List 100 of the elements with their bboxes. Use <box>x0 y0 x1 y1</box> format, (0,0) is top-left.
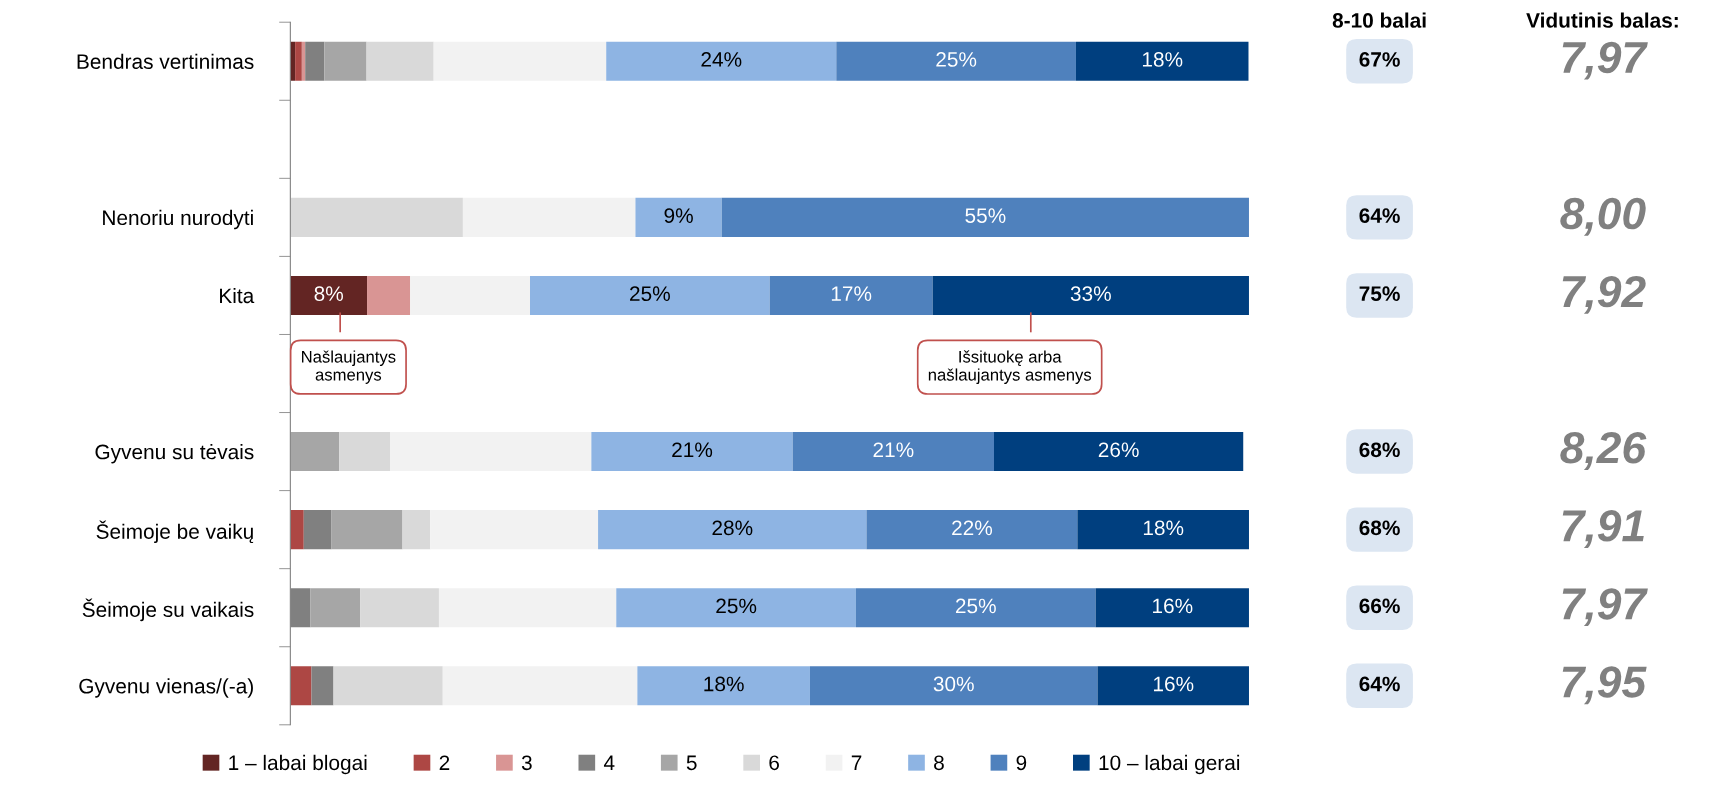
y-tick-label: Gyvenu vienas/(-a) <box>79 678 253 698</box>
bar <box>305 41 325 81</box>
bar <box>932 275 1249 315</box>
bar <box>438 588 617 628</box>
bar <box>442 666 638 706</box>
bar <box>809 666 1098 706</box>
text: 7,97 <box>1562 588 1648 627</box>
data-label: 24% <box>701 52 742 67</box>
bar <box>360 588 439 628</box>
legend-label: 5 <box>686 755 697 771</box>
bar <box>637 666 810 706</box>
data-label: 21% <box>873 442 914 458</box>
legend-label: 3 <box>521 755 532 771</box>
data-label: 21% <box>672 442 713 458</box>
bar <box>390 432 592 472</box>
bar <box>606 41 837 81</box>
text: 7,92 <box>1562 275 1646 314</box>
bar <box>591 432 793 472</box>
legend-label: 8 <box>934 755 944 771</box>
bar <box>402 510 431 550</box>
bar <box>331 510 403 550</box>
legend-label: 6 <box>769 755 779 771</box>
data-label: 26% <box>1098 442 1139 458</box>
text: 75% <box>1359 286 1400 302</box>
bar <box>433 41 607 81</box>
y-tick-label: Bendras vertinimas <box>77 53 254 69</box>
bar <box>769 275 933 315</box>
bar <box>290 510 304 550</box>
bar <box>792 432 994 472</box>
data-label: 33% <box>1070 286 1111 302</box>
data-label: 17% <box>831 286 872 301</box>
data-label: 9% <box>664 208 693 223</box>
data-label: 16% <box>1153 598 1193 614</box>
bar <box>430 510 599 550</box>
y-tick-label: Gyvenu su tėvais <box>95 444 254 464</box>
text: 68% <box>1359 442 1400 458</box>
bar <box>290 197 463 237</box>
bar <box>721 197 1249 237</box>
text: 68% <box>1359 520 1400 536</box>
text: 64% <box>1359 676 1400 692</box>
bar <box>310 588 361 628</box>
bar <box>598 510 867 550</box>
y-tick-label: Šeimoje be vaikų <box>96 520 254 544</box>
text: 67% <box>1359 52 1400 67</box>
bar <box>410 275 530 315</box>
data-label: 25% <box>716 598 757 614</box>
bar <box>530 275 770 315</box>
bar <box>339 432 391 472</box>
legend-label: 10 – labai gerai <box>1099 754 1240 775</box>
y-tick-label: Nenoriu nurodyti <box>103 209 253 230</box>
data-label: 55% <box>965 208 1006 223</box>
data-label: 30% <box>933 676 974 692</box>
data-label: 28% <box>712 520 753 536</box>
annotation: Išsituokę arba našlaujantys asmenys <box>928 350 1092 384</box>
annotation: Našlaujantys asmenys <box>302 350 396 384</box>
bar <box>303 510 332 550</box>
data-label: 25% <box>955 598 996 614</box>
bar <box>1077 510 1249 550</box>
bar <box>993 432 1244 472</box>
text: Vidutinis balas: <box>1526 12 1678 28</box>
bar <box>616 588 856 628</box>
text: 8-10 balai <box>1332 12 1426 28</box>
bar <box>295 41 302 81</box>
bar <box>366 41 434 81</box>
data-label: 25% <box>936 52 977 67</box>
bar <box>333 666 443 706</box>
y-tick-label: Šeimoje su vaikais <box>82 598 254 622</box>
bar <box>1075 41 1249 81</box>
text: 8,00 <box>1560 197 1646 236</box>
bar <box>324 41 367 81</box>
data-label: 18% <box>1143 520 1184 536</box>
legend-label: 2 <box>439 755 450 770</box>
bar <box>367 275 411 315</box>
legend-label: 9 <box>1016 755 1027 771</box>
bar <box>290 275 368 315</box>
text: 66% <box>1359 598 1400 614</box>
text: 8,26 <box>1560 432 1647 470</box>
bar <box>1095 588 1249 628</box>
legend-label: 4 <box>603 755 615 770</box>
data-label: 18% <box>704 676 744 692</box>
data-label: 16% <box>1153 676 1194 692</box>
bar <box>290 432 340 472</box>
bar <box>311 666 334 706</box>
text: 7,97 <box>1562 41 1648 80</box>
bar <box>462 197 636 237</box>
text: 7,95 <box>1562 666 1647 705</box>
text: 7,91 <box>1562 510 1644 549</box>
bar <box>855 588 1096 628</box>
data-label: 22% <box>952 520 993 536</box>
data-label: 25% <box>630 286 670 302</box>
y-tick-label: Kita <box>220 287 255 304</box>
bar <box>866 510 1078 550</box>
legend-label: 7 <box>851 755 862 770</box>
bar <box>635 197 722 237</box>
data-label: 8% <box>314 286 343 302</box>
bar <box>836 41 1076 81</box>
bar <box>290 666 312 706</box>
data-label: 18% <box>1142 52 1183 67</box>
legend-label: 1 – labai blogai <box>229 754 367 775</box>
text: 64% <box>1359 208 1400 223</box>
